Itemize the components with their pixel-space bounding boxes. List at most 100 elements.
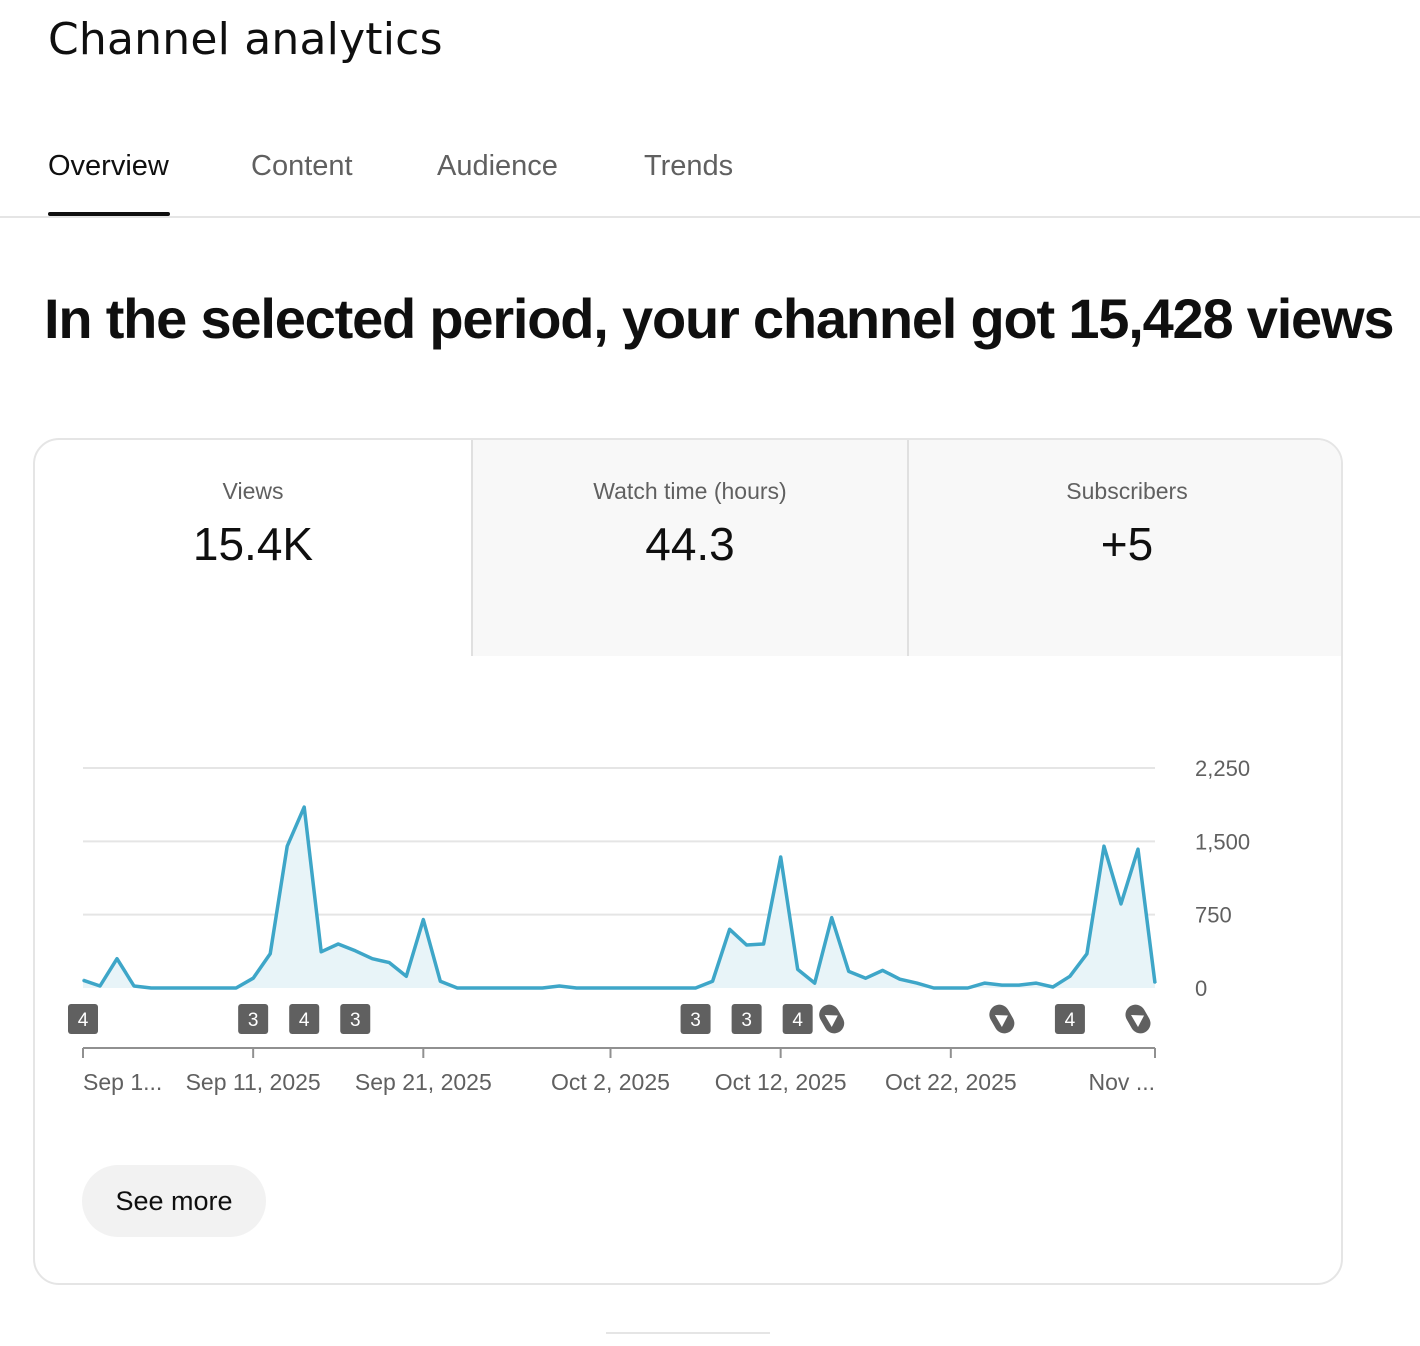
data-point <box>643 987 646 989</box>
data-point <box>184 987 186 989</box>
data-point <box>762 943 765 945</box>
publish-count-badge <box>1054 1004 1085 1034</box>
publish-count-label: 3 <box>248 1010 259 1031</box>
data-point <box>779 856 782 858</box>
publish-count-badge <box>782 1004 813 1034</box>
data-point <box>541 987 544 989</box>
data-point <box>558 985 561 987</box>
views-chart[interactable]: 0 750 1,500 2,250 4 3 4 3 3 3 4 4 Sep 1... Sep 11, 20… <box>35 440 1341 1283</box>
data-point <box>677 987 680 989</box>
data-point <box>609 987 612 989</box>
x-tick-label: Nov ... <box>1089 1069 1155 1095</box>
data-point <box>881 969 884 972</box>
shorts-icon-play <box>824 1014 838 1028</box>
data-point <box>388 961 391 964</box>
x-tick-label: Oct 22, 2025 <box>885 1069 1017 1095</box>
tab-overview[interactable]: Overview <box>48 150 169 182</box>
metric-label: Watch time (hours) <box>593 478 787 504</box>
publish-count-badge <box>68 1004 98 1034</box>
tab-bar: Overview Content Audience Trends <box>0 130 1420 218</box>
overview-card: Views 15.4K Watch time (hours) 44.3 Subs… <box>33 438 1343 1285</box>
publish-marker: 3 <box>680 1004 711 1034</box>
data-point <box>745 944 748 946</box>
data-point <box>813 982 816 984</box>
publish-count-badge <box>238 1004 269 1034</box>
data-point <box>847 970 850 973</box>
publish-marker: 3 <box>238 1004 269 1034</box>
data-point <box>405 975 408 978</box>
data-point <box>116 957 118 960</box>
data-point <box>286 845 288 848</box>
bottom-drag-handle <box>606 1332 770 1334</box>
publish-count-badge <box>289 1004 320 1034</box>
y-tick-label: 2,250 <box>1195 756 1250 781</box>
metric-label: Views <box>222 478 284 504</box>
data-point <box>796 968 799 971</box>
data-point <box>967 987 969 989</box>
data-point <box>320 951 323 953</box>
tab-audience[interactable]: Audience <box>437 150 558 182</box>
data-point <box>167 987 169 989</box>
data-point <box>592 987 595 989</box>
shorts-icon-play <box>1131 1014 1145 1028</box>
publish-count-label: 4 <box>299 1010 310 1031</box>
data-point <box>1035 982 1037 984</box>
metric-value: 15.4K <box>192 518 314 570</box>
data-point <box>660 987 663 989</box>
data-point <box>269 952 271 955</box>
data-point <box>82 979 84 981</box>
data-point <box>1103 845 1105 848</box>
metric-label: Subscribers <box>1066 478 1188 504</box>
publish-count-label: 4 <box>792 1010 803 1031</box>
publish-count-label: 3 <box>741 1010 752 1031</box>
y-tick-label: 0 <box>1195 976 1207 1001</box>
publish-count-label: 4 <box>78 1010 89 1031</box>
publish-marker: 3 <box>731 1004 762 1034</box>
data-point <box>711 980 714 982</box>
data-point <box>1052 986 1054 988</box>
data-point <box>932 987 935 989</box>
metric-value: +5 <box>1100 518 1154 570</box>
data-point <box>626 987 629 989</box>
views-headline: In the selected period, your channel got… <box>44 287 1395 350</box>
data-point <box>354 950 357 952</box>
active-tab-indicator <box>48 212 170 216</box>
publish-marker: 4 <box>782 1004 813 1034</box>
data-point <box>575 987 578 989</box>
x-tick-label: Sep 11, 2025 <box>186 1069 321 1095</box>
data-point <box>1120 903 1122 905</box>
metric-tab-watch-time[interactable]: Watch time (hours) 44.3 <box>471 440 907 656</box>
publish-count-label: 3 <box>350 1010 361 1031</box>
y-tick-label: 750 <box>1195 903 1232 928</box>
data-point <box>1001 984 1003 986</box>
data-point <box>830 916 833 919</box>
series-line <box>82 805 1157 990</box>
shorts-icon <box>1125 1004 1151 1034</box>
tab-content[interactable]: Content <box>251 150 353 182</box>
data-point <box>99 985 101 987</box>
tab-trends[interactable]: Trends <box>644 150 734 182</box>
data-point <box>1137 848 1139 850</box>
data-point <box>303 806 306 808</box>
metric-tab-subscribers[interactable]: Subscribers +5 <box>907 440 1341 656</box>
see-more-button[interactable]: See more <box>82 1165 266 1237</box>
publish-marker: 4 <box>68 1004 98 1034</box>
data-point <box>507 987 510 989</box>
publish-count-badge <box>731 1004 762 1034</box>
x-tick-label: Oct 12, 2025 <box>715 1069 847 1095</box>
metric-tab-views[interactable]: Views 15.4K <box>35 440 471 656</box>
x-tick-label: Sep 21, 2025 <box>355 1069 492 1095</box>
data-point <box>915 982 918 984</box>
y-tick-label: 1,500 <box>1195 829 1250 854</box>
data-point <box>473 987 476 989</box>
data-point <box>201 987 203 989</box>
data-point <box>439 980 442 982</box>
data-point <box>422 918 425 921</box>
shorts-icon <box>819 1004 845 1034</box>
data-point <box>133 985 135 987</box>
data-point <box>490 987 493 989</box>
publish-marker: 4 <box>1054 1004 1085 1034</box>
x-tick-label: Sep 1... <box>83 1069 162 1095</box>
data-point <box>1154 982 1156 984</box>
data-point <box>1018 984 1020 986</box>
